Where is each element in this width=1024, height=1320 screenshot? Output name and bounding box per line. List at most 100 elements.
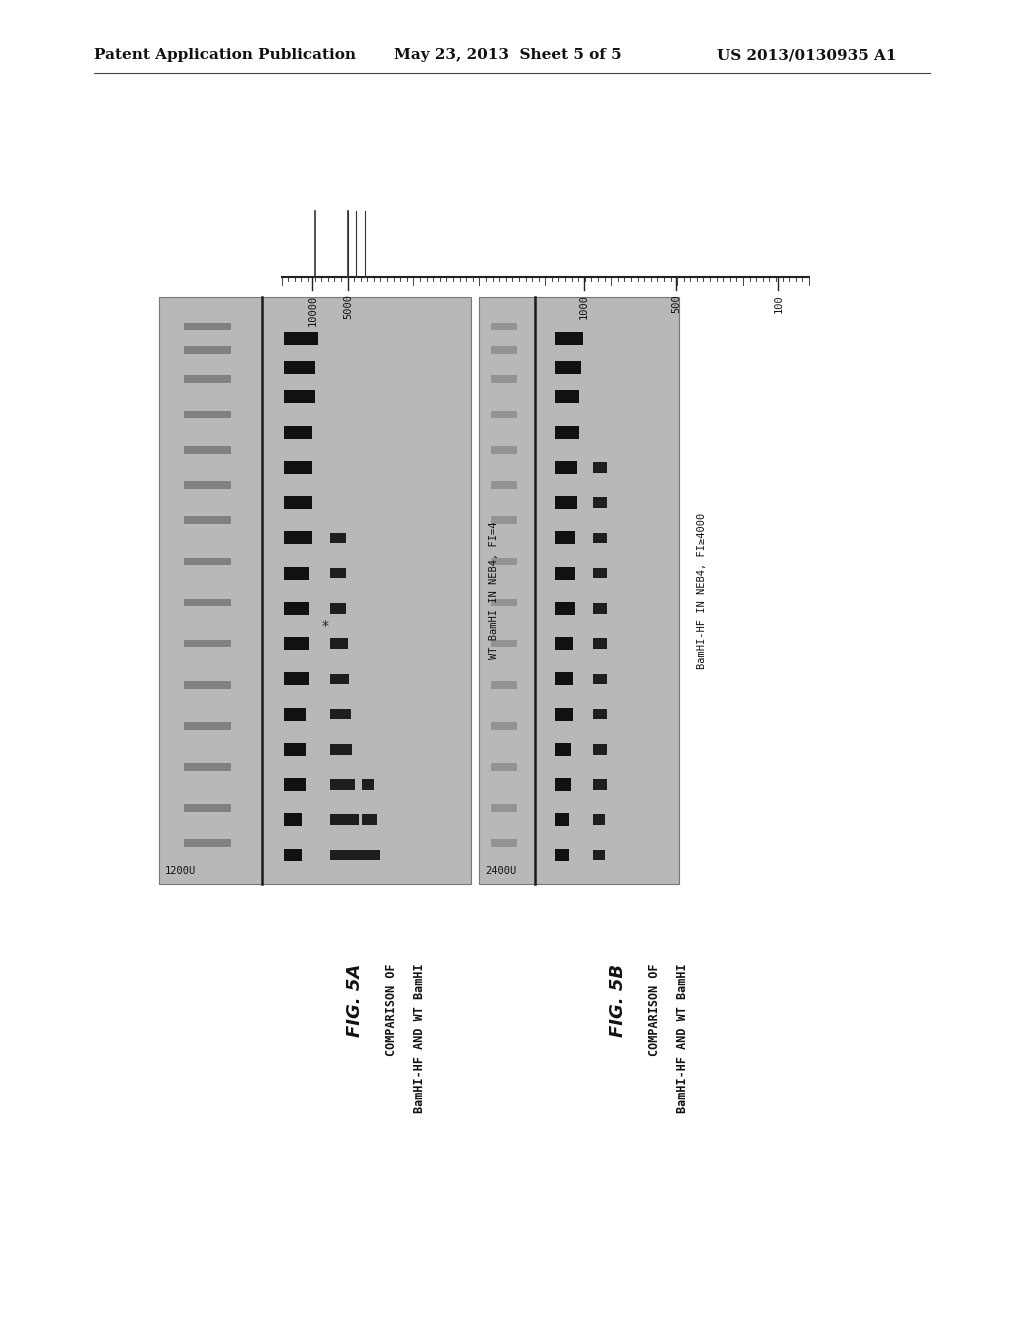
Bar — [284, 638, 308, 649]
Bar — [331, 568, 346, 578]
Text: COMPARISON OF: COMPARISON OF — [648, 964, 660, 1056]
Bar — [183, 411, 230, 418]
Bar — [284, 849, 302, 862]
Bar — [183, 557, 230, 565]
Bar — [331, 850, 361, 861]
Text: BamHI-HF AND WT BamHI: BamHI-HF AND WT BamHI — [413, 964, 426, 1113]
Bar — [183, 375, 230, 383]
Bar — [284, 532, 311, 544]
Bar — [555, 638, 573, 649]
Bar — [331, 673, 349, 684]
Bar — [555, 602, 575, 615]
Bar — [183, 599, 230, 606]
Bar — [183, 804, 230, 812]
Bar — [555, 425, 580, 438]
Text: US 2013/0130935 A1: US 2013/0130935 A1 — [717, 49, 896, 62]
Bar — [593, 639, 607, 649]
Bar — [183, 346, 230, 354]
Bar — [593, 568, 607, 578]
Bar — [331, 603, 346, 614]
Bar — [284, 672, 308, 685]
Bar — [593, 498, 607, 508]
Bar — [492, 840, 517, 847]
Bar — [183, 322, 230, 330]
Text: 500: 500 — [671, 294, 681, 313]
Bar — [492, 640, 517, 647]
Bar — [593, 850, 605, 861]
Text: 10000: 10000 — [307, 294, 317, 326]
Bar — [492, 482, 517, 488]
Bar — [331, 779, 355, 789]
Bar — [593, 462, 607, 473]
Bar — [492, 599, 517, 606]
Bar — [183, 681, 230, 689]
Bar — [593, 779, 607, 789]
Bar — [284, 708, 305, 721]
Bar — [492, 375, 517, 383]
Text: 2400U: 2400U — [485, 866, 517, 876]
Bar — [593, 673, 607, 684]
Bar — [593, 814, 605, 825]
Bar — [555, 461, 578, 474]
Bar — [284, 362, 315, 374]
Bar — [555, 362, 581, 374]
Bar — [492, 804, 517, 812]
Bar — [492, 763, 517, 771]
Text: BamHI-HF IN NEB4, FI≥4000: BamHI-HF IN NEB4, FI≥4000 — [697, 512, 708, 669]
Bar — [284, 566, 308, 579]
Bar — [492, 346, 517, 354]
Bar — [555, 708, 573, 721]
Bar — [555, 813, 569, 826]
Bar — [284, 391, 315, 404]
FancyBboxPatch shape — [159, 297, 471, 884]
Bar — [492, 557, 517, 565]
Bar — [183, 722, 230, 730]
Text: *: * — [322, 619, 328, 634]
Bar — [492, 516, 517, 524]
Text: 5000: 5000 — [343, 294, 353, 319]
Bar — [284, 743, 305, 756]
Text: Patent Application Publication: Patent Application Publication — [94, 49, 356, 62]
Bar — [284, 602, 308, 615]
Bar — [284, 777, 305, 791]
Bar — [492, 446, 517, 454]
Bar — [331, 744, 352, 755]
Text: 100: 100 — [773, 294, 783, 313]
Bar — [492, 722, 517, 730]
Bar — [555, 743, 571, 756]
Text: BamHI-HF AND WT BamHI: BamHI-HF AND WT BamHI — [676, 964, 688, 1113]
Text: FIG. 5A: FIG. 5A — [346, 964, 365, 1036]
Bar — [555, 391, 580, 404]
Bar — [331, 639, 348, 649]
Bar — [593, 744, 607, 755]
Bar — [492, 322, 517, 330]
Bar — [555, 566, 575, 579]
Text: FIG. 5B: FIG. 5B — [609, 964, 627, 1036]
Text: COMPARISON OF: COMPARISON OF — [385, 964, 398, 1056]
Bar — [555, 672, 573, 685]
Bar — [284, 496, 311, 510]
Bar — [361, 814, 377, 825]
Bar — [183, 640, 230, 647]
Bar — [331, 814, 358, 825]
Bar — [361, 850, 381, 861]
Bar — [555, 496, 578, 510]
Bar — [361, 779, 374, 789]
Bar — [284, 425, 311, 438]
Text: 1200U: 1200U — [165, 866, 197, 876]
Text: WT BamHI IN NEB4, FI=4: WT BamHI IN NEB4, FI=4 — [489, 521, 500, 660]
Bar — [183, 446, 230, 454]
Bar — [284, 813, 302, 826]
Bar — [284, 461, 311, 474]
Bar — [555, 532, 575, 544]
Bar — [555, 777, 571, 791]
Bar — [331, 709, 351, 719]
Bar — [593, 532, 607, 543]
Bar — [593, 709, 607, 719]
Bar — [183, 482, 230, 488]
Bar — [183, 840, 230, 847]
Text: 1000: 1000 — [579, 294, 589, 319]
Bar — [555, 849, 569, 862]
Text: May 23, 2013  Sheet 5 of 5: May 23, 2013 Sheet 5 of 5 — [394, 49, 622, 62]
Bar — [492, 681, 517, 689]
